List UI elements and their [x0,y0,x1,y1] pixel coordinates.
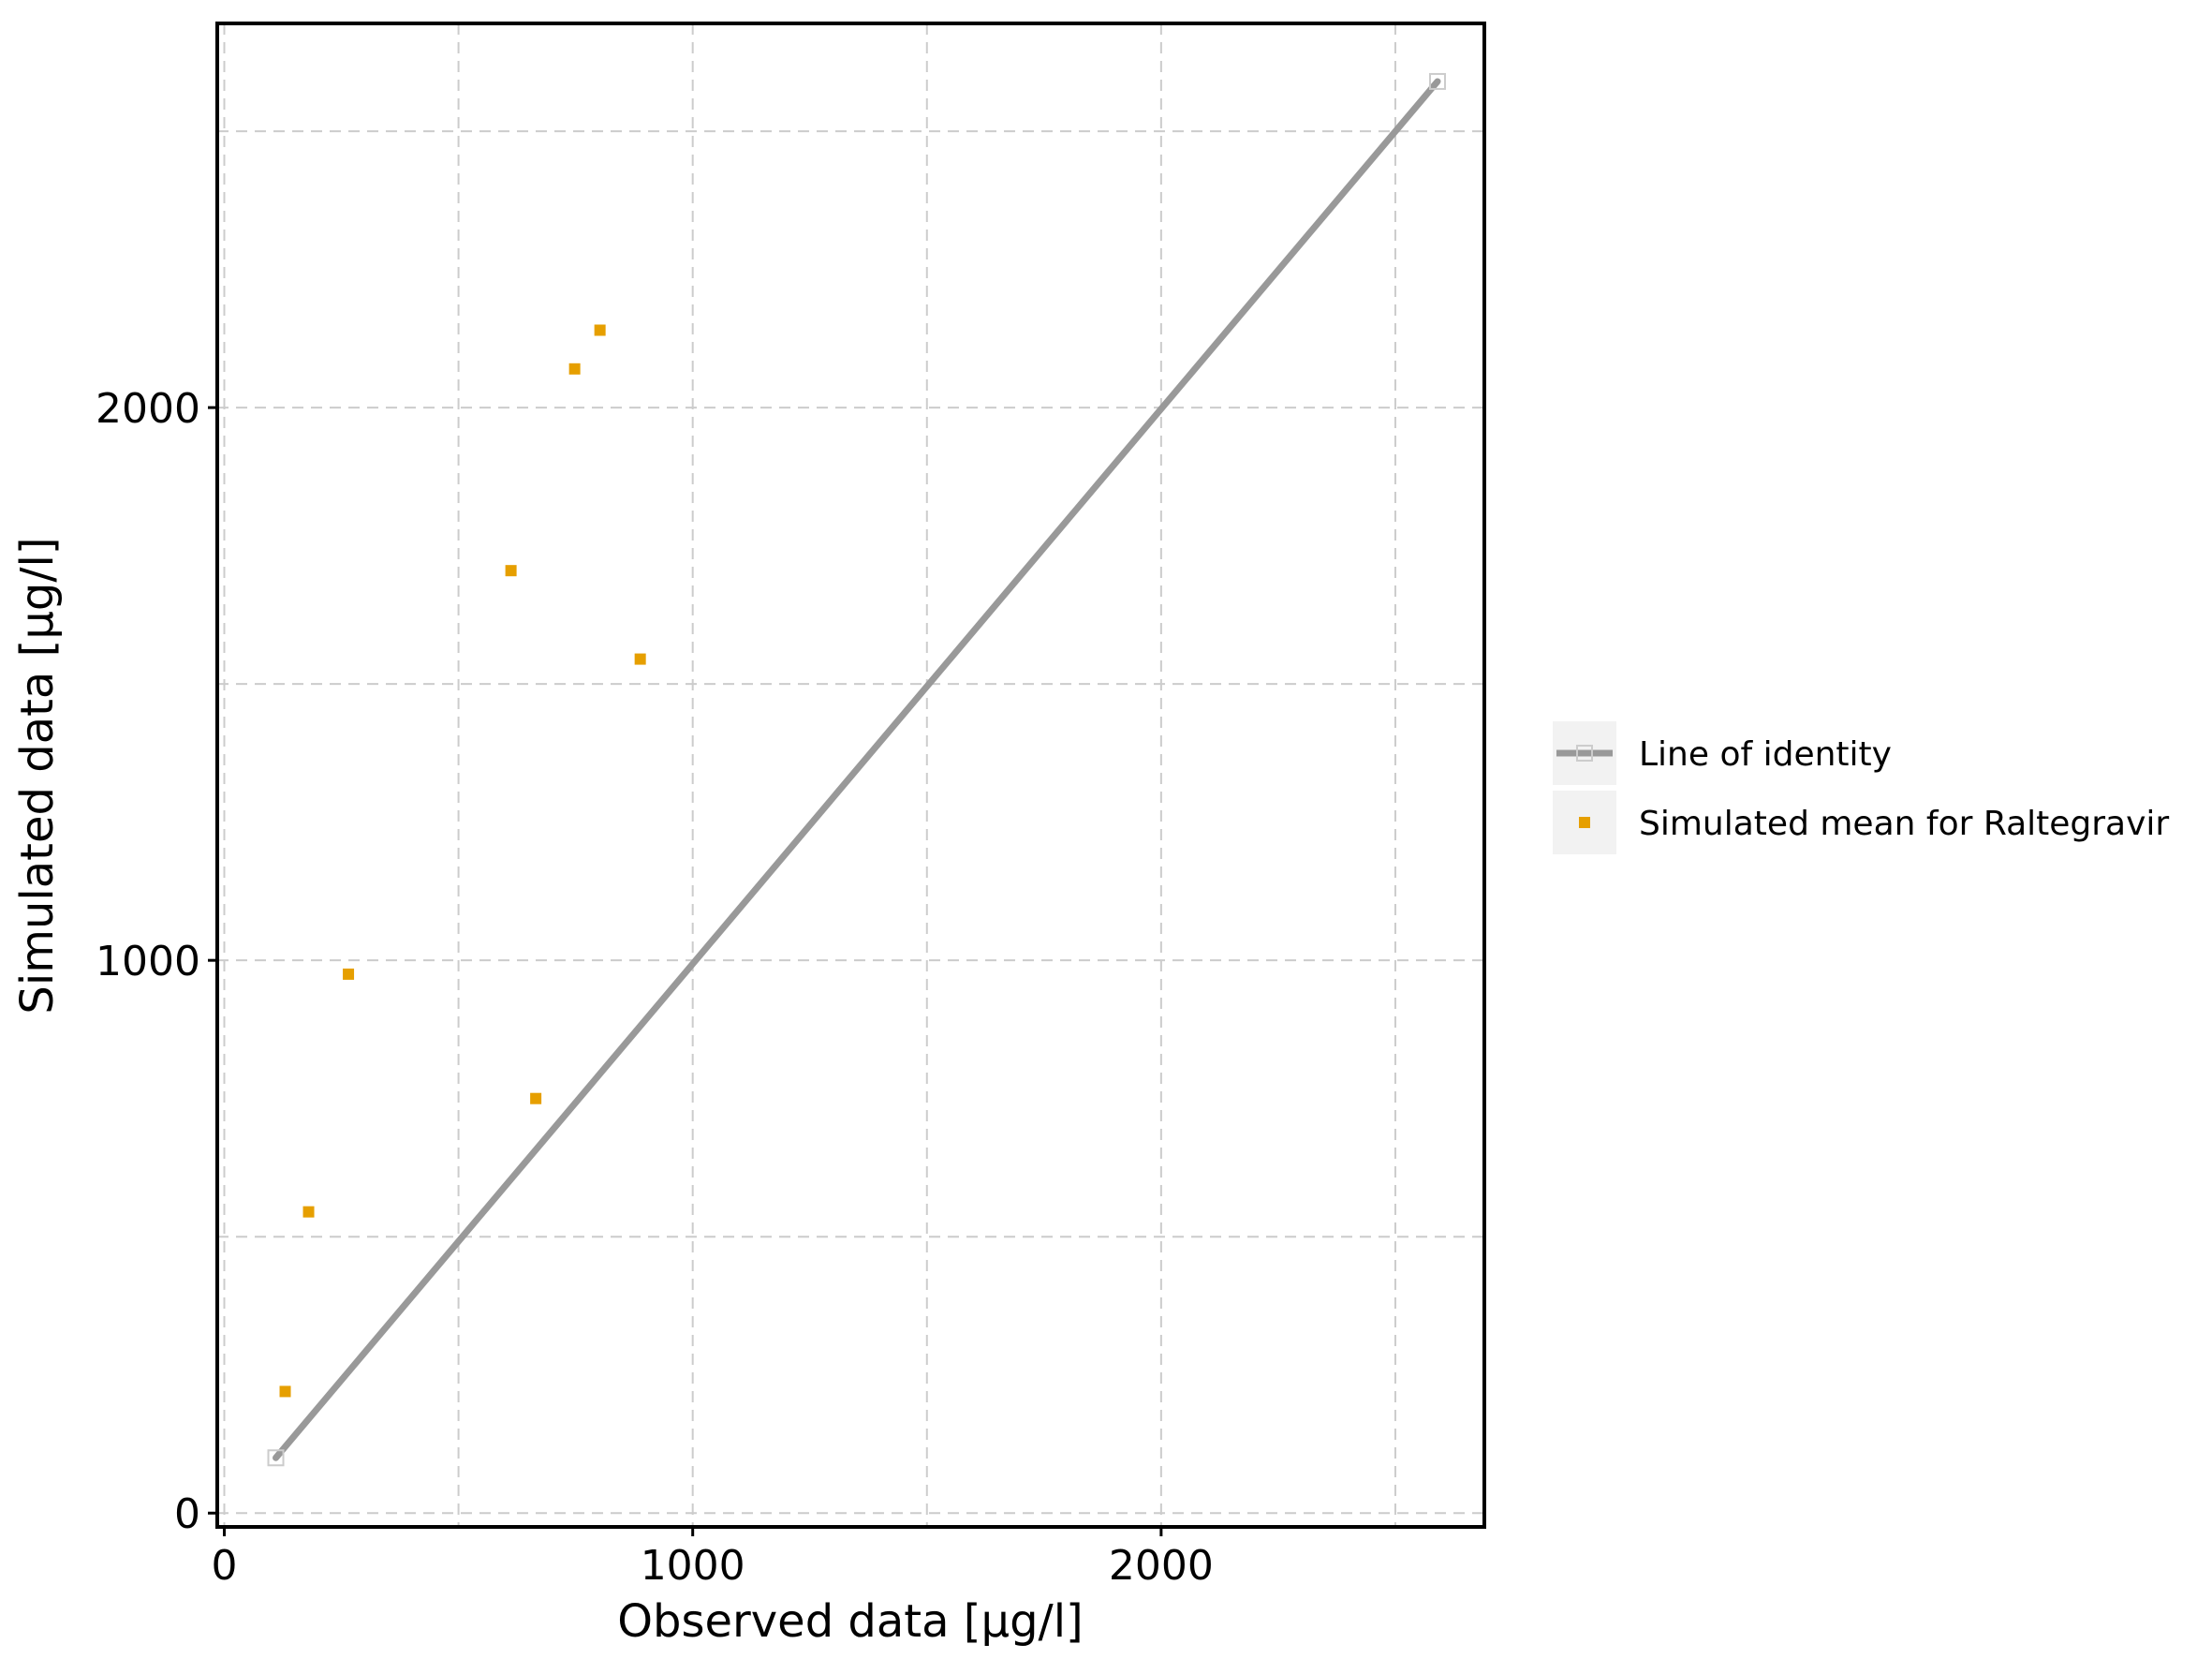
identity-line-endpoint [1428,72,1446,90]
data-point [568,363,581,375]
data-point [634,653,646,665]
data-point [279,1385,291,1398]
y-tick-label: 1000 [96,938,200,985]
legend-point-swatch [1579,817,1590,828]
plot-border [215,22,1486,1529]
series-layer [267,72,1446,1467]
grid-lines [217,23,1484,1527]
legend-label: Simulated mean for Raltegravir [1639,805,2169,843]
x-tick-label: 2000 [1109,1542,1214,1590]
legend-line-marker [1576,745,1593,762]
identity-line-endpoint [267,1449,285,1467]
axis-ticks: 0 1000 2000 0 1000 2000 [96,385,1214,1590]
legend: Line of identity Simulated mean for Ralte… [1553,721,2169,854]
identity-line [273,78,1441,1461]
data-point [530,1092,542,1104]
x-tick-label: 0 [212,1542,238,1590]
x-tick-label: 1000 [641,1542,745,1590]
data-point [302,1206,315,1218]
data-point [343,968,355,980]
legend-label: Line of identity [1639,735,1892,774]
y-tick-label: 0 [174,1490,200,1538]
data-point [505,565,517,577]
data-point [594,324,606,336]
y-tick-label: 2000 [96,385,200,433]
x-axis-title: Observed data [µg/l] [617,1595,1084,1648]
y-axis-title: Simulated data [µg/l] [11,537,64,1014]
